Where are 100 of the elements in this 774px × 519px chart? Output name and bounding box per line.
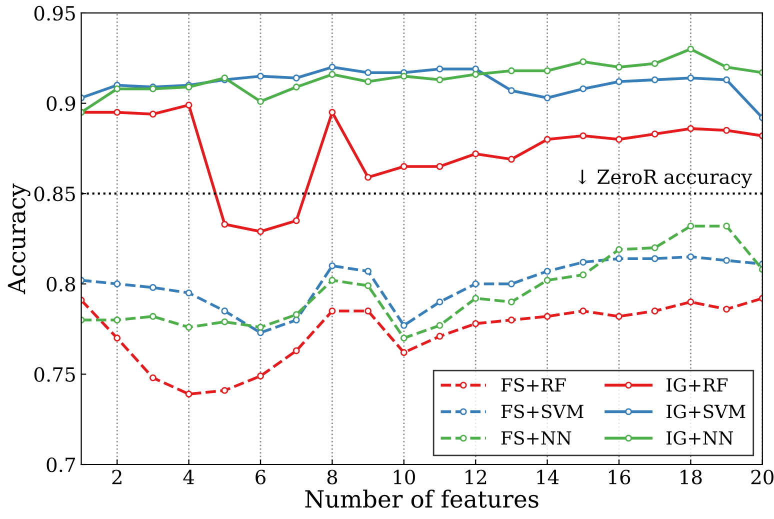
- point: [364, 282, 372, 290]
- point: [328, 276, 336, 284]
- point: [185, 102, 192, 109]
- point: [328, 64, 336, 71]
- point: [221, 386, 228, 394]
- point: [292, 347, 300, 354]
- point: [687, 253, 694, 260]
- point: [687, 74, 694, 82]
- x-tick-label: 8: [327, 470, 338, 484]
- point: [616, 312, 622, 320]
- point: [723, 126, 730, 134]
- point: [328, 70, 336, 78]
- point: [544, 312, 551, 320]
- point: [472, 280, 480, 288]
- point: [508, 67, 515, 74]
- point: [508, 316, 515, 324]
- point: [328, 308, 336, 314]
- point: [292, 74, 300, 82]
- x-tick-label: 12: [466, 470, 486, 484]
- point: [723, 306, 730, 313]
- point: [185, 390, 192, 398]
- point: [185, 289, 192, 296]
- point: [544, 276, 551, 284]
- point: [472, 294, 480, 302]
- point: [292, 316, 300, 324]
- point: [257, 372, 264, 380]
- y-tick-label: 0.9: [46, 96, 76, 111]
- point: [580, 132, 587, 140]
- point: [472, 320, 480, 328]
- point: [580, 308, 587, 314]
- y-axis-title: Accuracy: [8, 183, 30, 294]
- legend-label: IG+NN: [666, 431, 734, 445]
- x-tick-label: 20: [751, 470, 774, 484]
- point: [400, 163, 408, 170]
- point: [364, 308, 372, 314]
- point: [114, 85, 121, 92]
- x-tick-label: 16: [609, 470, 630, 484]
- point: [544, 268, 551, 275]
- point: [364, 268, 372, 275]
- y-tick-label: 0.8: [46, 276, 76, 292]
- point: [292, 311, 300, 318]
- point: [723, 76, 730, 84]
- point: [328, 108, 336, 116]
- point: [687, 222, 694, 230]
- point: [114, 334, 121, 342]
- y-tick-label: 0.95: [34, 6, 75, 21]
- point: [149, 374, 156, 382]
- y-tick-label: 0.75: [34, 367, 75, 382]
- point: [580, 58, 587, 66]
- point: [544, 136, 551, 143]
- point: [651, 130, 658, 138]
- point: [257, 98, 264, 105]
- point: [687, 46, 694, 53]
- legend-label: IG+RF: [666, 378, 728, 392]
- point: [580, 85, 587, 92]
- point: [616, 136, 622, 143]
- point: [651, 244, 658, 252]
- point: [114, 108, 121, 116]
- x-tick-label: 6: [256, 470, 266, 484]
- point: [114, 316, 121, 324]
- point: [149, 284, 156, 291]
- point: [221, 308, 228, 314]
- point: [436, 298, 444, 306]
- point: [292, 217, 300, 224]
- point: [651, 255, 658, 262]
- legend-label: FS+NN: [501, 431, 572, 445]
- point: [508, 156, 515, 163]
- point: [292, 84, 300, 90]
- point: [221, 318, 228, 326]
- point: [580, 258, 587, 266]
- point: [400, 334, 408, 342]
- y-tick-label: 0.85: [34, 186, 75, 202]
- point: [687, 125, 694, 132]
- point: [149, 312, 156, 320]
- point: [364, 69, 372, 76]
- point: [364, 78, 372, 86]
- x-tick-label: 2: [112, 470, 122, 484]
- point: [114, 280, 121, 288]
- point: [723, 222, 730, 230]
- point: [687, 298, 694, 306]
- point: [149, 110, 156, 118]
- point: [508, 87, 515, 94]
- legend-label: FS+RF: [501, 378, 566, 392]
- point: [544, 94, 551, 102]
- legend-label: FS+SVM: [501, 404, 584, 418]
- point: [436, 332, 444, 340]
- point: [400, 322, 408, 329]
- ref-line-label: ↓ ZeroR accuracy: [578, 170, 752, 188]
- x-tick-label: 18: [680, 470, 702, 484]
- point: [580, 271, 587, 278]
- point: [257, 72, 264, 80]
- x-tick-label: 4: [183, 470, 194, 484]
- point: [508, 298, 515, 306]
- point: [364, 174, 372, 181]
- point: [616, 246, 622, 254]
- point: [436, 65, 444, 72]
- point: [328, 262, 336, 270]
- point: [400, 72, 408, 80]
- point: [616, 64, 622, 71]
- legend-label: IG+SVM: [666, 404, 746, 418]
